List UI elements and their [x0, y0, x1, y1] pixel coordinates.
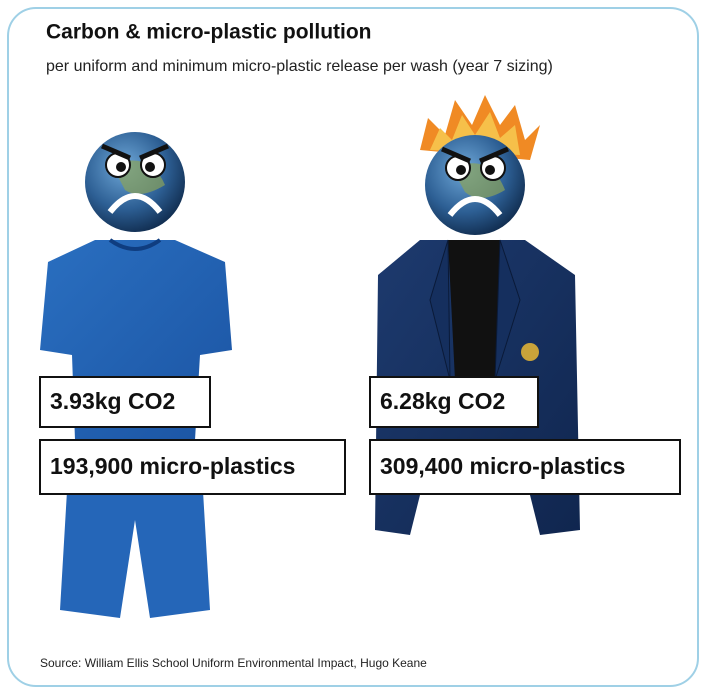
source: Source: William Ellis School Uniform Env… — [40, 656, 427, 670]
co2-label: 3.93kg CO2 — [50, 388, 175, 414]
subtitle: per uniform and minimum micro-plastic re… — [46, 58, 553, 75]
co2-label: 6.28kg CO2 — [380, 388, 505, 414]
plastics-label: 193,900 micro-plastics — [50, 453, 295, 479]
infographic: Carbon & micro-plastic pollution per uni… — [0, 0, 705, 693]
plastics-label: 309,400 micro-plastics — [380, 453, 625, 479]
title: Carbon & micro-plastic pollution — [46, 21, 372, 44]
page: Carbon & micro-plastic pollution per uni… — [0, 0, 705, 693]
